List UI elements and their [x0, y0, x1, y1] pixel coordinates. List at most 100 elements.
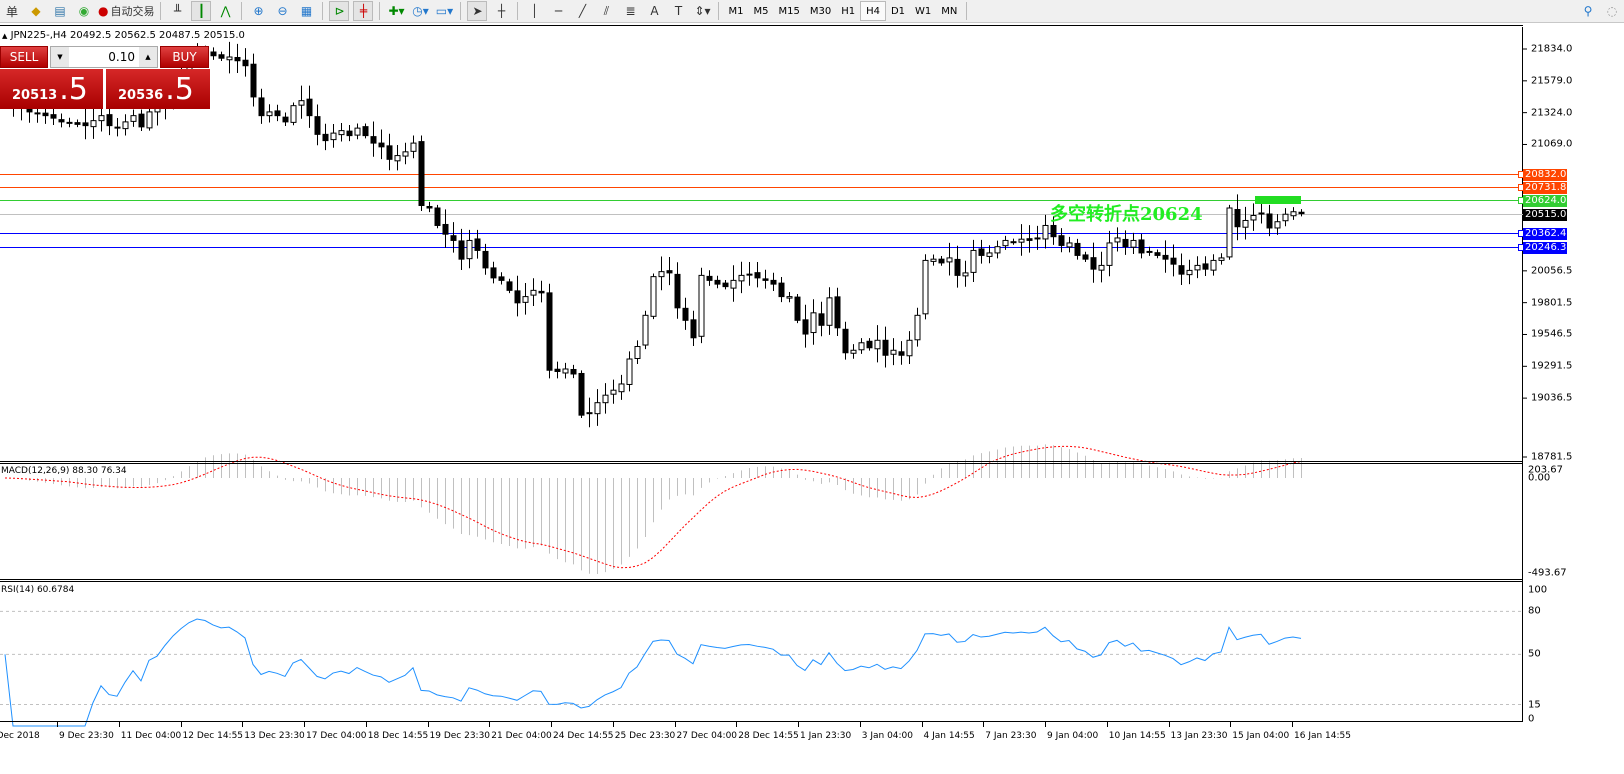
bear-candle-body [242, 59, 249, 67]
horizontal-line-icon[interactable]: ─ [554, 4, 563, 18]
lot-size-stepper[interactable]: ▼ 0.10 ▲ [50, 46, 158, 68]
candle [602, 383, 609, 414]
bar-chart-icon[interactable]: ╨ [173, 4, 182, 18]
buy-button[interactable]: BUY [160, 46, 209, 68]
bull-candle-body [986, 252, 993, 257]
bear-candle-body [1298, 211, 1305, 215]
chart-area[interactable] [0, 27, 1523, 722]
candle [642, 310, 649, 350]
lot-decrease-button[interactable]: ▼ [51, 47, 69, 67]
line-chart-icon[interactable]: ⋀ [220, 4, 231, 18]
timeframe-h4[interactable]: H4 [860, 1, 886, 21]
search-icon[interactable]: ⚲ [1583, 4, 1593, 18]
chat-icon[interactable]: ◌ [1606, 4, 1618, 18]
candle [138, 109, 145, 132]
zoom-out-icon[interactable]: ⊖ [277, 4, 288, 18]
fibonacci-icon[interactable]: ≣ [625, 4, 636, 18]
navigator-icon[interactable]: ◆ [31, 4, 41, 18]
candle [546, 283, 553, 379]
chart-annotation[interactable]: 多空转折点20624 [1050, 204, 1203, 225]
lot-increase-button[interactable]: ▲ [139, 47, 157, 67]
bull-candle-body [698, 274, 705, 337]
text-label-icon[interactable]: T [674, 4, 683, 18]
bear-candle-body [866, 340, 873, 349]
candle [1002, 235, 1009, 250]
cursor-icon[interactable]: ➤ [467, 1, 488, 21]
candle [242, 48, 249, 77]
bull-candle-body [1194, 264, 1201, 271]
arrows-icon[interactable]: ⇕▾ [694, 4, 711, 18]
bear-candle-body [274, 110, 281, 117]
trendline-icon[interactable]: ╱ [578, 4, 587, 18]
bear-candle-body [1090, 257, 1097, 270]
equidistant-channel-icon[interactable]: ⫽ [603, 3, 610, 18]
bear-candle-body [442, 223, 449, 235]
bear-candle-body [794, 296, 801, 321]
timeframe-m15[interactable]: M15 [778, 5, 800, 17]
level-price-label: 20246.3 [1523, 241, 1567, 254]
candle [794, 293, 801, 324]
bear-candle-body [450, 235, 457, 241]
timeframe-m30[interactable]: M30 [809, 5, 832, 17]
auto-trade-button[interactable]: ● 自动交易 [98, 1, 154, 21]
rsi-tick-label: 50 [1528, 648, 1541, 660]
bear-candle-body [346, 130, 353, 137]
candle [82, 107, 89, 140]
zoom-in-icon[interactable]: ⊕ [253, 4, 264, 18]
chart-shift-icon[interactable]: ╪ [353, 1, 374, 21]
bull-candle-body [730, 279, 737, 289]
crosshair-icon[interactable]: ┼ [497, 4, 506, 18]
ask-price[interactable]: 20536 .5 [106, 69, 210, 109]
candle [1146, 246, 1153, 256]
indicators-icon[interactable]: ✚▾ [388, 4, 405, 18]
time-tick [365, 722, 367, 727]
candle [418, 135, 425, 212]
bear-candle-body [938, 258, 945, 264]
bear-candle-body [258, 97, 265, 117]
tile-windows-icon[interactable]: ▦ [300, 4, 313, 18]
green-marker-rectangle[interactable] [1255, 196, 1301, 204]
timeframe-w1[interactable]: W1 [915, 5, 932, 17]
text-icon[interactable]: A [650, 4, 659, 18]
candle [1026, 225, 1033, 253]
bull-candle-body [338, 130, 345, 136]
auto-scroll-icon[interactable]: ⊳ [329, 1, 350, 21]
timeframe-d1[interactable]: D1 [890, 5, 906, 17]
vertical-line-icon[interactable]: │ [530, 4, 539, 18]
bear-candle-body [66, 121, 73, 124]
candle [1210, 254, 1217, 276]
bull-candle-body [1018, 238, 1025, 243]
signal-icon[interactable]: ◉ [78, 4, 90, 18]
data-window-icon[interactable]: ▤ [54, 4, 66, 18]
pane-divider[interactable] [0, 579, 1523, 582]
candlestick-icon[interactable]: ┃ [191, 1, 212, 21]
candle [1250, 203, 1257, 231]
bull-candle-body [122, 121, 129, 130]
bid-price[interactable]: 20513 .5 [0, 69, 103, 109]
lot-size-input[interactable]: 0.10 [108, 50, 135, 64]
candle [538, 280, 545, 303]
price-tick-label: 21324.0 [1531, 107, 1573, 119]
sell-button[interactable]: SELL [0, 46, 48, 68]
bear-candle-body [762, 278, 769, 281]
candle [1162, 240, 1169, 273]
candle [962, 260, 969, 287]
candle [954, 245, 961, 288]
bear-candle-body [322, 133, 329, 142]
templates-icon[interactable]: ▭▾ [435, 4, 454, 18]
candle [858, 338, 865, 354]
bear-candle-body [546, 292, 553, 371]
timeframe-m1[interactable]: M1 [728, 5, 744, 17]
timeframe-m5[interactable]: M5 [753, 5, 769, 17]
time-axis-label: 16 Jan 14:55 [1294, 731, 1351, 741]
timeframe-mn[interactable]: MN [941, 5, 958, 17]
bull-candle-body [1042, 224, 1049, 240]
bull-candle-body [618, 383, 625, 393]
periods-icon[interactable]: ◷▾ [412, 4, 429, 18]
candle [634, 340, 641, 365]
timeframe-h1[interactable]: H1 [841, 5, 856, 17]
pane-divider[interactable] [0, 461, 1523, 464]
collapse-icon[interactable]: ▲ [2, 32, 8, 40]
candle [1114, 227, 1121, 252]
